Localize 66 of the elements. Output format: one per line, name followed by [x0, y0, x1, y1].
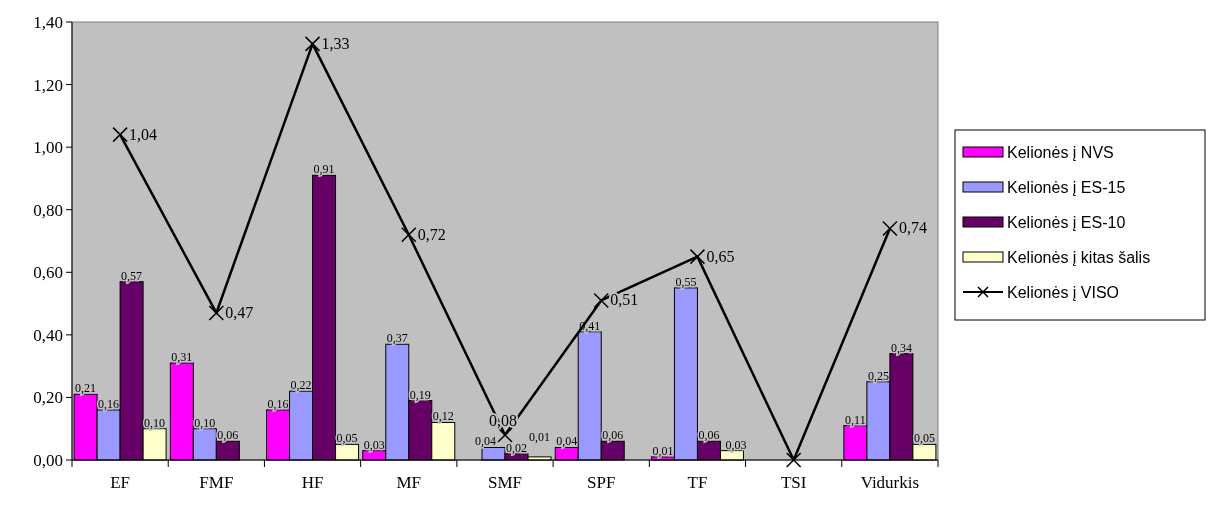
y-tick-label: 0,80	[33, 200, 63, 220]
data-label: 0,10	[194, 415, 216, 430]
data-label: 0,21	[75, 381, 97, 396]
point	[593, 292, 609, 309]
y-tick-label: 1,00	[33, 138, 63, 158]
data-label: 0,37	[386, 331, 408, 346]
legend-label: Kelionės į ES-10	[1007, 214, 1126, 231]
y-tick-label: 0,00	[33, 451, 63, 470]
y-tick-label: 0,20	[33, 388, 63, 408]
data-label: 0,16	[267, 396, 289, 411]
x-tick-label: SPF	[587, 473, 616, 492]
data-label: 0,10	[144, 415, 166, 430]
data-label: 0,22	[290, 378, 312, 393]
data-label: 0,03	[363, 437, 385, 452]
legend-label: Kelionės į kitas šalis	[1007, 249, 1151, 266]
data-label: 0,65	[706, 247, 735, 265]
y-tick-label: 1,40	[33, 13, 63, 32]
data-label: 0,04	[475, 434, 496, 449]
data-label: 0,05	[913, 431, 935, 446]
data-label: 0,91	[313, 162, 335, 177]
x-tick-label: MF	[396, 473, 422, 492]
point	[689, 248, 706, 265]
data-label: 0,11	[845, 412, 866, 427]
data-label: 0,31	[171, 350, 193, 365]
data-label: 0,06	[602, 428, 624, 443]
data-label: 0,55	[675, 274, 697, 289]
x-tick-label: TF	[687, 473, 708, 492]
data-label: 0,74	[898, 219, 927, 237]
legend-label: Kelionės į NVS	[1007, 144, 1114, 161]
data-label: 0,04	[556, 434, 578, 449]
x-tick-label: EF	[110, 473, 131, 492]
point	[304, 36, 321, 52]
data-label: 0,19	[409, 387, 431, 402]
data-label: 0,47	[225, 303, 254, 321]
point	[882, 220, 898, 237]
x-tick-label: TSI	[780, 473, 807, 492]
data-label: 0,01	[529, 429, 550, 444]
point	[785, 452, 802, 468]
y-tick-label: 1,20	[33, 75, 63, 95]
x-tick-label: FMF	[199, 473, 234, 492]
data-label: 0,34	[890, 340, 912, 355]
legend-label: Kelionės į VISO	[1007, 284, 1120, 301]
point	[112, 126, 128, 143]
x-tick-label: Vidurkis	[860, 473, 920, 492]
x-tick-label: HF	[301, 473, 324, 492]
data-label: 0,16	[98, 396, 120, 411]
legend-label: Kelionės į ES-15	[1007, 179, 1126, 196]
data-label: 0,03	[725, 437, 747, 452]
y-tick-label: 0,40	[33, 325, 63, 345]
data-label: 0,06	[217, 428, 239, 443]
data-label: 0,25	[867, 368, 889, 383]
data-label: 0,72	[417, 225, 446, 243]
point	[401, 226, 417, 243]
data-label: 1,04	[129, 125, 158, 143]
data-label: 1,33	[321, 34, 350, 52]
x-tick-label: SMF	[487, 473, 523, 492]
data-label: 0,01	[652, 443, 674, 458]
point	[497, 427, 513, 443]
data-label: 0,06	[698, 428, 720, 443]
point	[208, 305, 225, 321]
data-label: 0,57	[121, 268, 143, 283]
data-label: 0,02	[506, 440, 527, 455]
data-label: 0,12	[432, 409, 454, 424]
data-label: 0,05	[336, 431, 358, 446]
y-tick-label: 0,60	[33, 263, 63, 283]
data-label: 0,51	[610, 291, 639, 309]
